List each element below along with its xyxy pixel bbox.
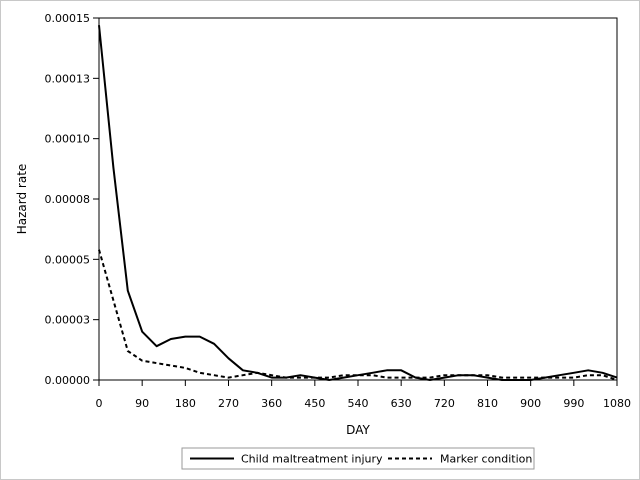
plot-area (98, 17, 618, 381)
x-tick-label: 990 (563, 397, 584, 410)
x-tick-label: 720 (434, 397, 455, 410)
x-tick-label: 270 (218, 397, 239, 410)
x-tick-label: 630 (391, 397, 412, 410)
x-tick-label: 360 (261, 397, 282, 410)
series-line-marker-condition (98, 249, 618, 381)
x-tick-label: 90 (135, 397, 149, 410)
x-tick-label: 540 (348, 397, 369, 410)
y-tick-label: 0.00005 (45, 253, 91, 266)
legend-box (181, 447, 535, 470)
y-tick-label: 0.00015 (45, 12, 91, 25)
x-tick-label: 1080 (603, 397, 631, 410)
x-axis-title: DAY (346, 423, 370, 437)
x-tick-label: 450 (304, 397, 325, 410)
x-tick-label: 810 (477, 397, 498, 410)
legend-label-marker-condition: Marker condition (440, 453, 532, 466)
legend: Child maltreatment injury Marker conditi… (181, 447, 535, 470)
y-tick-label: 0.00010 (45, 133, 91, 146)
y-tick-label: 0.00008 (45, 193, 91, 206)
y-axis: 0.00000 0.00003 0.00005 0.00008 0.00010 0.000… (45, 12, 99, 387)
y-tick-label: 0.00000 (45, 374, 91, 387)
y-axis-title: Hazard rate (15, 164, 29, 235)
y-tick-label: 0.00003 (45, 314, 91, 327)
x-tick-label: 900 (520, 397, 541, 410)
legend-label-child-maltreatment-injury: Child maltreatment injury (241, 453, 383, 466)
y-tick-label: 0.00013 (45, 72, 91, 85)
series-layer (98, 25, 618, 381)
x-tick-label: 180 (175, 397, 196, 410)
x-tick-label: 0 (96, 397, 103, 410)
series-line-child-maltreatment-injury (98, 25, 618, 381)
x-axis: 0 90 180 270 360 450 540 630 720 810 900 990 1080 (96, 380, 631, 410)
